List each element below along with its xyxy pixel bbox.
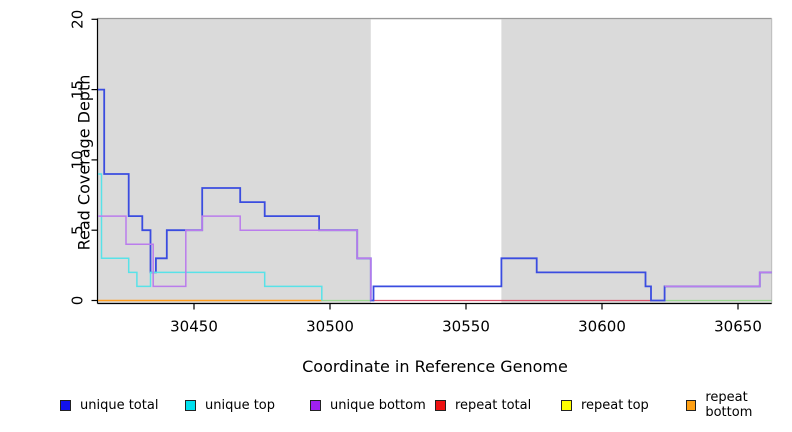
legend-item-unique-top: unique top: [185, 397, 275, 413]
y-tick-label: 5: [69, 225, 87, 235]
y-tick-label: 15: [69, 80, 87, 99]
legend-label-unique-top: unique top: [205, 397, 276, 413]
chart-legend: unique total unique top unique bottom re…: [0, 390, 792, 420]
x-tick-label: 30550: [442, 318, 490, 336]
y-tick-label: 20: [69, 10, 87, 29]
legend-swatch-repeat-total: [435, 399, 446, 411]
x-tick-label: 30450: [170, 318, 218, 336]
legend-label-unique-total: unique total: [80, 397, 159, 413]
legend-swatch-unique-total: [60, 399, 71, 411]
series-unique-bottom: [664, 271, 772, 288]
x-tick-label: 30500: [306, 318, 354, 336]
legend-label-repeat-total: repeat total: [455, 397, 532, 413]
legend-item-repeat-bottom: repeat bottom: [686, 390, 792, 420]
series-unique-bottom: [98, 215, 372, 301]
legend-swatch-unique-bottom: [310, 399, 321, 411]
x-tick-label: 30600: [578, 318, 626, 336]
legend-item-unique-bottom: unique bottom: [310, 397, 426, 413]
legend-item-repeat-top: repeat top: [561, 397, 649, 413]
legend-swatch-repeat-top: [561, 399, 572, 411]
legend-item-repeat-total: repeat total: [435, 397, 531, 413]
y-tick-label: 0: [69, 296, 87, 306]
legend-item-unique-total: unique total: [60, 397, 158, 413]
y-tick-label: 10: [69, 150, 87, 169]
series-unique-total: [98, 88, 772, 302]
x-tick-label: 30650: [714, 318, 762, 336]
x-axis-title: Coordinate in Reference Genome: [302, 357, 568, 376]
legend-swatch-unique-top: [185, 399, 196, 411]
y-axis-title: Read Coverage Depth: [74, 74, 94, 251]
series-unique-top: [98, 173, 323, 301]
legend-label-repeat-bottom: repeat bottom: [705, 390, 753, 420]
legend-swatch-repeat-bottom: [686, 399, 697, 411]
white-band-region: [370, 19, 502, 304]
legend-label-unique-bottom: unique bottom: [330, 397, 426, 413]
legend-label-repeat-top: repeat top: [581, 397, 649, 413]
